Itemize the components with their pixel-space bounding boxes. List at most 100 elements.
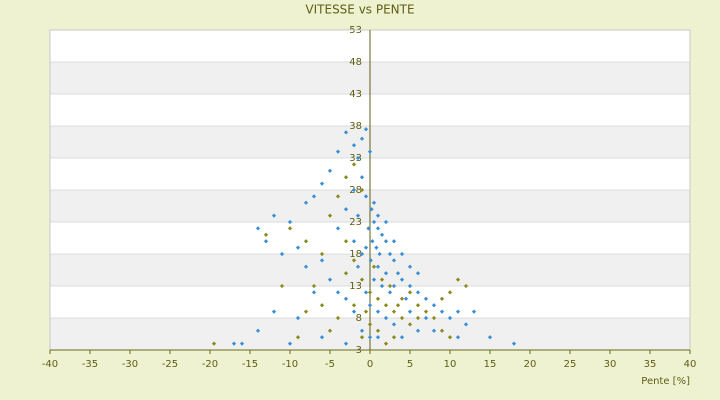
scatter-point [343, 239, 349, 244]
scatter-point [355, 213, 361, 218]
y-tick-label: 33 [349, 153, 362, 164]
x-tick-label: 30 [604, 359, 617, 370]
y-tick-label: 48 [349, 57, 362, 68]
scatter-point [371, 277, 377, 282]
scatter-point [387, 251, 393, 257]
scatter-point [319, 251, 325, 257]
scatter-point [399, 277, 405, 282]
scatter-point [255, 226, 261, 231]
scatter-point [407, 283, 413, 289]
scatter-point [383, 315, 389, 321]
scatter-point [439, 328, 445, 333]
scatter-point [303, 239, 309, 244]
scatter-point [335, 290, 341, 295]
scatter-point [295, 335, 301, 340]
scatter-point [439, 296, 445, 301]
scatter-point [335, 226, 341, 231]
scatter-point [375, 328, 381, 333]
scatter-point [403, 296, 409, 301]
scatter-point [431, 315, 437, 321]
scatter-point [377, 251, 382, 257]
scatter-point [415, 271, 421, 276]
scatter-point [431, 303, 437, 308]
scatter-point [391, 322, 397, 327]
scatter-point [415, 315, 421, 321]
x-tick-label: 0 [367, 359, 373, 370]
scatter-point [287, 341, 293, 346]
scatter-point [447, 335, 453, 340]
scatter-point [363, 309, 369, 314]
scatter-point [327, 213, 333, 218]
scatter-point [369, 207, 374, 212]
scatter-point [319, 335, 325, 340]
scatter-point [375, 296, 381, 301]
scatter-point [255, 328, 261, 333]
scatter-point [387, 290, 393, 295]
scatter-point [295, 245, 301, 250]
scatter-point [379, 283, 385, 289]
scatter-point [375, 226, 381, 231]
scatter-point [335, 149, 341, 154]
scatter-point [455, 277, 461, 282]
scatter-point [327, 168, 333, 173]
scatter-point [351, 258, 357, 263]
scatter-point [366, 226, 371, 231]
y-tick-label: 8 [356, 313, 362, 324]
scatter-point [287, 226, 293, 231]
scatter-point [471, 309, 477, 314]
x-tick-label: 20 [524, 359, 537, 370]
scatter-point [351, 303, 357, 308]
y-tick-label: 18 [349, 249, 362, 260]
scatter-point [359, 175, 365, 180]
scatter-point [319, 303, 325, 308]
scatter-point [363, 127, 369, 132]
scatter-point [391, 283, 397, 289]
scatter-point [391, 239, 397, 244]
scatter-point [395, 271, 401, 276]
scatter-point [279, 251, 285, 257]
scatter-point [439, 309, 445, 314]
scatter-point [343, 207, 349, 212]
scatter-point [463, 322, 469, 327]
scatter-point [374, 245, 379, 250]
x-tick-label: -20 [202, 359, 218, 370]
scatter-point [303, 309, 309, 314]
scatter-point [455, 335, 461, 340]
scatter-point [327, 277, 333, 282]
scatter-point [391, 309, 397, 314]
scatter-point [367, 303, 373, 308]
y-tick-label: 23 [349, 217, 362, 228]
scatter-point [423, 309, 429, 314]
scatter-point [363, 245, 369, 250]
x-tick-label: -10 [282, 359, 298, 370]
scatter-point [371, 219, 377, 225]
scatter-point [211, 341, 217, 346]
scatter-point [455, 309, 461, 314]
scatter-point [343, 271, 349, 276]
scatter-point [351, 239, 357, 244]
scatter-point [371, 200, 377, 205]
scatter-point [355, 155, 361, 161]
scatter-point [311, 194, 317, 199]
scatter-point [383, 219, 389, 225]
scatter-point [371, 264, 377, 269]
scatter-point [415, 303, 421, 308]
scatter-point [263, 239, 269, 244]
scatter-point [279, 283, 285, 289]
scatter-point [319, 258, 325, 263]
scatter-point [327, 328, 333, 333]
scatter-point [351, 162, 357, 167]
x-tick-label: -40 [42, 359, 58, 370]
y-tick-label: 43 [349, 89, 362, 100]
scatter-point [423, 315, 429, 321]
y-tick-label: 38 [349, 121, 362, 132]
scatter-point [391, 258, 397, 263]
scatter-point [383, 271, 389, 276]
chart-title: VITESSE vs PENTE [305, 3, 414, 17]
scatter-point [359, 187, 365, 193]
scatter-point [343, 130, 349, 135]
x-tick-label: -30 [122, 359, 138, 370]
scatter-point [375, 213, 381, 218]
scatter-point [383, 341, 389, 346]
scatter-point [311, 283, 317, 289]
